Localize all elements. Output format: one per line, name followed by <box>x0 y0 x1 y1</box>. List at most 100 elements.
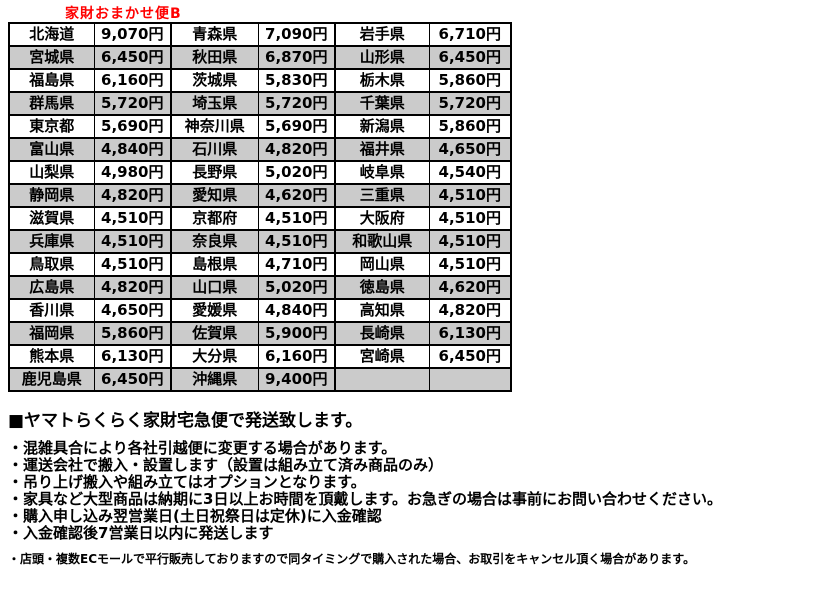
price-cell: 4,540円 <box>428 160 512 185</box>
price-cell: 4,510円 <box>93 206 172 231</box>
prefecture-cell: 大阪府 <box>334 206 430 231</box>
prefecture-cell: 兵庫県 <box>8 229 95 254</box>
table-row: 北海道 9,070円 青森県 7,090円 岩手県 6,710円 <box>8 22 512 47</box>
prefecture-cell: 群馬県 <box>8 91 95 116</box>
prefecture-cell: 島根県 <box>170 252 259 277</box>
price-cell: 5,860円 <box>428 114 512 139</box>
price-cell: 5,020円 <box>257 275 336 300</box>
price-cell: 4,840円 <box>257 298 336 323</box>
prefecture-cell: 岩手県 <box>334 22 430 47</box>
prefecture-cell: 福岡県 <box>8 321 95 346</box>
price-cell: 7,090円 <box>257 22 336 47</box>
table-row: 福岡県 5,860円 佐賀県 5,900円 長崎県 6,130円 <box>8 321 512 346</box>
prefecture-cell: 秋田県 <box>170 45 259 70</box>
table-row: 兵庫県 4,510円 奈良県 4,510円 和歌山県 4,510円 <box>8 229 512 254</box>
notes-heading: ■ヤマトらくらく家財宅急便で発送致します。 <box>8 411 363 431</box>
prefecture-cell: 長崎県 <box>334 321 430 346</box>
prefecture-cell: 沖縄県 <box>170 367 259 392</box>
prefecture-cell: 千葉県 <box>334 91 430 116</box>
prefecture-cell: 香川県 <box>8 298 95 323</box>
price-cell: 5,720円 <box>93 91 172 116</box>
price-cell: 5,830円 <box>257 68 336 93</box>
price-cell: 4,650円 <box>93 298 172 323</box>
table-row: 滋賀県 4,510円 京都府 4,510円 大阪府 4,510円 <box>8 206 512 231</box>
price-cell: 6,710円 <box>428 22 512 47</box>
price-cell: 4,510円 <box>428 183 512 208</box>
price-cell: 4,980円 <box>93 160 172 185</box>
prefecture-cell: 新潟県 <box>334 114 430 139</box>
price-cell: 6,130円 <box>428 321 512 346</box>
price-cell: 6,870円 <box>257 45 336 70</box>
price-cell: 5,860円 <box>428 68 512 93</box>
notes-footnote: ・店頭・複数ECモールで平行販売しておりますので同タイミングで購入された場合、お… <box>8 552 696 566</box>
prefecture-cell: 栃木県 <box>334 68 430 93</box>
prefecture-cell: 石川県 <box>170 137 259 162</box>
table-row: 富山県 4,840円 石川県 4,820円 福井県 4,650円 <box>8 137 512 162</box>
table-row: 鹿児島県 6,450円 沖縄県 9,400円 <box>8 367 512 392</box>
shipping-fee-table: 北海道 9,070円 青森県 7,090円 岩手県 6,710円 宮城県 6,450円 秋田県 6… <box>8 22 512 392</box>
prefecture-cell: 茨城県 <box>170 68 259 93</box>
prefecture-cell: 宮崎県 <box>334 344 430 369</box>
prefecture-cell: 山梨県 <box>8 160 95 185</box>
table-row: 福島県 6,160円 茨城県 5,830円 栃木県 5,860円 <box>8 68 512 93</box>
price-cell: 4,510円 <box>428 206 512 231</box>
note-line: ・家具など大型商品は納期に3日以上お時間を頂戴します。お急ぎの場合は事前にお問い… <box>8 490 722 508</box>
fee-table-body: 北海道 9,070円 青森県 7,090円 岩手県 6,710円 宮城県 6,450円 秋田県 6… <box>8 22 512 392</box>
table-row: 鳥取県 4,510円 島根県 4,710円 岡山県 4,510円 <box>8 252 512 277</box>
prefecture-cell: 東京都 <box>8 114 95 139</box>
price-cell: 6,130円 <box>93 344 172 369</box>
price-cell: 4,510円 <box>428 252 512 277</box>
price-cell: 5,720円 <box>257 91 336 116</box>
price-cell: 4,510円 <box>93 252 172 277</box>
prefecture-cell: 大分県 <box>170 344 259 369</box>
note-line: ・運送会社で搬入・設置します（設置は組み立て済み商品のみ） <box>8 456 444 474</box>
prefecture-cell: 徳島県 <box>334 275 430 300</box>
note-line: ・混雑具合により各社引越便に変更する場合があります。 <box>8 439 397 457</box>
prefecture-cell: 佐賀県 <box>170 321 259 346</box>
prefecture-cell: 北海道 <box>8 22 95 47</box>
price-cell: 4,650円 <box>428 137 512 162</box>
prefecture-cell: 福井県 <box>334 137 430 162</box>
prefecture-cell: 奈良県 <box>170 229 259 254</box>
price-cell: 4,840円 <box>93 137 172 162</box>
prefecture-cell: 神奈川県 <box>170 114 259 139</box>
price-cell: 4,820円 <box>428 298 512 323</box>
price-cell: 4,710円 <box>257 252 336 277</box>
prefecture-cell: 宮城県 <box>8 45 95 70</box>
prefecture-cell: 長野県 <box>170 160 259 185</box>
price-cell: 6,160円 <box>93 68 172 93</box>
prefecture-cell: 山口県 <box>170 275 259 300</box>
notes-section: ■ヤマトらくらく家財宅急便で発送致します。 ・混雑具合により各社引越便に変更する… <box>8 411 816 566</box>
prefecture-cell: 三重県 <box>334 183 430 208</box>
price-cell: 4,620円 <box>428 275 512 300</box>
prefecture-cell: 滋賀県 <box>8 206 95 231</box>
price-cell: 9,400円 <box>257 367 336 392</box>
table-row: 香川県 4,650円 愛媛県 4,840円 高知県 4,820円 <box>8 298 512 323</box>
price-cell: 6,450円 <box>428 45 512 70</box>
prefecture-cell: 山形県 <box>334 45 430 70</box>
table-row: 広島県 4,820円 山口県 5,020円 徳島県 4,620円 <box>8 275 512 300</box>
table-row: 群馬県 5,720円 埼玉県 5,720円 千葉県 5,720円 <box>8 91 512 116</box>
price-cell: 4,820円 <box>93 275 172 300</box>
prefecture-cell: 愛知県 <box>170 183 259 208</box>
price-cell: 4,510円 <box>428 229 512 254</box>
price-cell <box>428 367 512 392</box>
prefecture-cell: 富山県 <box>8 137 95 162</box>
prefecture-cell: 広島県 <box>8 275 95 300</box>
price-cell: 5,020円 <box>257 160 336 185</box>
price-cell: 5,690円 <box>93 114 172 139</box>
table-row: 静岡県 4,820円 愛知県 4,620円 三重県 4,510円 <box>8 183 512 208</box>
price-cell: 5,690円 <box>257 114 336 139</box>
prefecture-cell: 鹿児島県 <box>8 367 95 392</box>
prefecture-cell: 埼玉県 <box>170 91 259 116</box>
price-cell: 6,450円 <box>428 344 512 369</box>
price-cell: 4,820円 <box>257 137 336 162</box>
table-row: 宮城県 6,450円 秋田県 6,870円 山形県 6,450円 <box>8 45 512 70</box>
price-cell: 6,160円 <box>257 344 336 369</box>
prefecture-cell: 福島県 <box>8 68 95 93</box>
prefecture-cell: 愛媛県 <box>170 298 259 323</box>
price-cell: 4,510円 <box>257 229 336 254</box>
prefecture-cell: 岐阜県 <box>334 160 430 185</box>
table-row: 東京都 5,690円 神奈川県 5,690円 新潟県 5,860円 <box>8 114 512 139</box>
prefecture-cell: 岡山県 <box>334 252 430 277</box>
